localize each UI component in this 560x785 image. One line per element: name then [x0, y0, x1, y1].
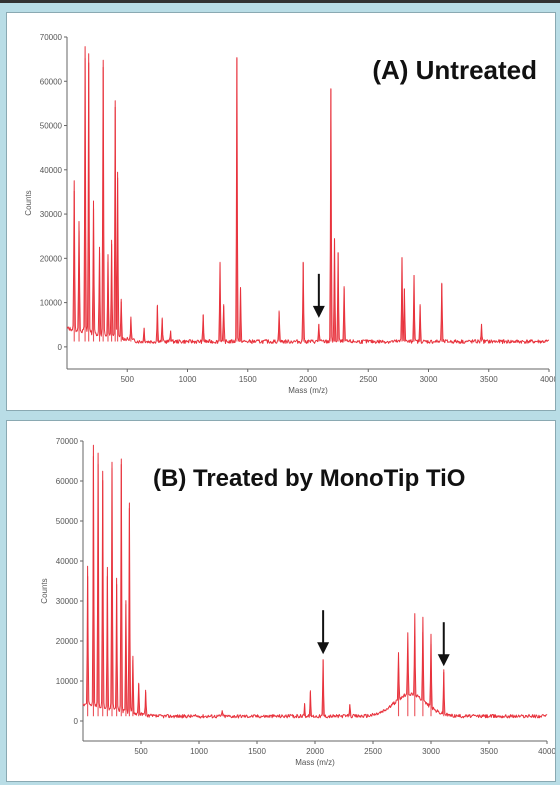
spectrum-line-untreated — [66, 46, 550, 344]
annotation-arrow — [312, 273, 325, 318]
y-tick-label: 40000 — [40, 166, 63, 175]
x-tick-label: 3500 — [480, 747, 498, 756]
y-tick-label: 70000 — [56, 437, 79, 446]
y-tick-label: 50000 — [56, 517, 79, 526]
y-tick-label: 0 — [58, 343, 63, 352]
x-tick-label: 1500 — [239, 375, 257, 384]
annotation-arrow — [317, 610, 330, 655]
spectrum-chart-treated: 0 10000 20000 30000 40000 50000 60000 70000 500 1… — [40, 437, 555, 767]
y-tick-label: 30000 — [40, 210, 63, 219]
spectrum-chart-untreated: 0 10000 20000 30000 40000 50000 60000 70000 500 1… — [24, 33, 555, 395]
y-axis-title: Counts — [24, 190, 33, 215]
y-tick-label: 60000 — [40, 77, 63, 86]
x-tick-label: 2000 — [306, 747, 324, 756]
chart-title-treated: (B) Treated by MonoTip TiO — [153, 465, 466, 492]
top-border — [0, 0, 560, 3]
x-tick-label: 3000 — [422, 747, 440, 756]
x-axis-title: Mass (m/z) — [288, 386, 328, 395]
x-tick-label: 2500 — [364, 747, 382, 756]
y-tick-label: 60000 — [56, 477, 79, 486]
x-tick-label: 1500 — [248, 747, 266, 756]
y-axis-title: Counts — [40, 578, 49, 603]
x-tick-label: 3500 — [480, 375, 498, 384]
y-tick-label: 10000 — [56, 677, 79, 686]
x-tick-label: 2500 — [359, 375, 377, 384]
y-tick-label: 50000 — [40, 122, 63, 131]
chart-panel-untreated: 0 10000 20000 30000 40000 50000 60000 70000 500 1… — [6, 12, 556, 411]
y-tick-label: 20000 — [56, 637, 79, 646]
x-tick-label: 4000 — [540, 375, 555, 384]
y-tick-label: 0 — [74, 717, 79, 726]
x-tick-label: 4000 — [538, 747, 555, 756]
y-tick-label: 70000 — [40, 33, 63, 42]
x-tick-label: 1000 — [190, 747, 208, 756]
y-tick-label: 30000 — [56, 597, 79, 606]
y-tick-label: 10000 — [40, 299, 63, 308]
x-tick-label: 2000 — [299, 375, 317, 384]
x-axis-title: Mass (m/z) — [295, 758, 335, 767]
chart-panel-treated: 0 10000 20000 30000 40000 50000 60000 70000 500 1… — [6, 420, 556, 782]
x-tick-label: 500 — [121, 375, 135, 384]
x-tick-label: 500 — [134, 747, 148, 756]
y-tick-label: 20000 — [40, 254, 63, 263]
chart-title-untreated: (A) Untreated — [372, 55, 537, 85]
x-tick-label: 1000 — [179, 375, 197, 384]
spectrum-line-treated — [82, 444, 548, 719]
x-tick-label: 3000 — [420, 375, 438, 384]
y-tick-label: 40000 — [56, 557, 79, 566]
annotation-arrow — [437, 622, 450, 667]
